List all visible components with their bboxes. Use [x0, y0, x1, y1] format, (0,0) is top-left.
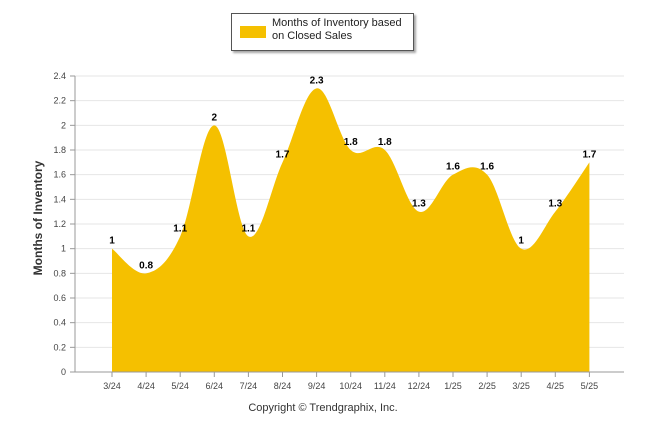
- y-tick-label: 2: [61, 120, 66, 130]
- data-label: 1.6: [446, 162, 460, 173]
- y-tick-label: 1.8: [53, 145, 66, 155]
- y-tick-label: 0.4: [53, 318, 66, 328]
- area-series-path: [112, 88, 590, 372]
- copyright-text: Copyright © Trendgraphix, Inc.: [248, 402, 398, 414]
- x-tick-label: 3/25: [512, 381, 530, 391]
- data-label: 1.8: [344, 137, 358, 148]
- data-label: 0.8: [139, 260, 153, 271]
- y-tick-label: 2.2: [53, 96, 66, 106]
- data-label: 1.7: [276, 149, 290, 160]
- data-label: 1.3: [548, 199, 562, 210]
- legend-swatch: [240, 26, 266, 38]
- data-label: 1: [109, 236, 115, 247]
- y-tick-label: 0: [61, 367, 66, 377]
- data-label: 1.6: [480, 162, 494, 173]
- y-tick-label: 1: [61, 244, 66, 254]
- area-series: [112, 88, 590, 372]
- x-tick-label: 4/25: [547, 381, 565, 391]
- x-tick-label: 12/24: [408, 381, 431, 391]
- legend-label: Months of Inventory based on Closed Sale…: [272, 17, 402, 42]
- x-tick-label: 9/24: [308, 381, 326, 391]
- x-tick-label: 8/24: [274, 381, 292, 391]
- data-label: 1.1: [241, 223, 255, 234]
- x-tick-label: 7/24: [240, 381, 258, 391]
- axes: 0 0.2 0.4 0.6 0.8 1 1.2 1.4 1.6 1.8 2 2.2 2.4 3/24 4/2…: [53, 71, 624, 391]
- y-axis-label: Months of Inventory: [31, 160, 45, 275]
- y-tick-label: 0.6: [53, 293, 66, 303]
- y-tick-label: 0.2: [53, 342, 66, 352]
- x-tick-label: 2/25: [478, 381, 496, 391]
- x-tick-label: 5/24: [171, 381, 189, 391]
- x-tick-label: 5/25: [581, 381, 599, 391]
- data-labels: 1 0.8 1.1 2 1.1 1.7 2.3 1.8 1.8 1.3 1.6 1.6 1 1.3 1.7: [109, 75, 597, 271]
- x-tick-label: 4/24: [137, 381, 155, 391]
- data-label: 1.3: [412, 199, 426, 210]
- x-tick-label: 6/24: [206, 381, 224, 391]
- y-tick-label: 1.4: [53, 194, 66, 204]
- x-tick-label: 10/24: [339, 381, 362, 391]
- data-label: 1.7: [582, 149, 596, 160]
- x-tick-label: 11/24: [374, 381, 396, 391]
- data-label: 2: [212, 112, 218, 123]
- data-label: 2.3: [310, 75, 324, 86]
- y-tick-label: 2.4: [53, 71, 66, 81]
- data-label: 1.1: [173, 223, 187, 234]
- x-tick-label: 1/25: [444, 381, 462, 391]
- y-tick-label: 0.8: [53, 268, 66, 278]
- legend: Months of Inventory based on Closed Sale…: [231, 13, 414, 51]
- y-tick-label: 1.2: [53, 219, 66, 229]
- x-tick-label: 3/24: [103, 381, 121, 391]
- y-tick-label: 1.6: [53, 170, 66, 180]
- data-label: 1: [518, 236, 524, 247]
- data-label: 1.8: [378, 137, 392, 148]
